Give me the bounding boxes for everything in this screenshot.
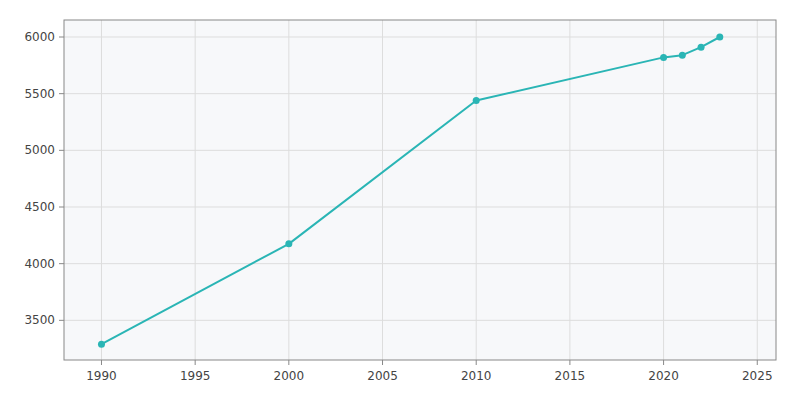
data-point: [698, 44, 705, 51]
tick-mark-y: [59, 263, 64, 264]
tick-mark-y: [59, 37, 64, 38]
grid-line-x: [569, 20, 570, 360]
tick-label-x: 1990: [86, 369, 117, 383]
data-point: [473, 97, 480, 104]
chart-container: 1990 1995 2000 2005 2010 2015 2020 2025 3500 4000…: [0, 0, 800, 400]
tick-mark-y: [59, 320, 64, 321]
tick-label-y: 4500: [24, 200, 55, 214]
grid-line-y: [64, 207, 776, 208]
tick-label-y: 5500: [24, 87, 55, 101]
tick-mark-x: [663, 360, 664, 365]
data-point: [660, 54, 667, 61]
tick-label-x: 1995: [180, 369, 211, 383]
plot-background: [64, 20, 776, 360]
tick-mark-x: [195, 360, 196, 365]
data-point: [98, 341, 105, 348]
grid-line-x: [663, 20, 664, 360]
plot-frame: [64, 20, 776, 360]
tick-mark-y: [59, 207, 64, 208]
chart-svg: 1990 1995 2000 2005 2010 2015 2020 2025 3500 4000…: [0, 0, 800, 400]
tick-mark-x: [288, 360, 289, 365]
grid: [64, 20, 776, 360]
tick-label-x: 2015: [555, 369, 586, 383]
tick-label-y: 4000: [24, 257, 55, 271]
tick-mark-x: [757, 360, 758, 365]
tick-label-x: 2020: [648, 369, 679, 383]
tick-mark-y: [59, 150, 64, 151]
grid-line-x: [476, 20, 477, 360]
tick-label-y: 3500: [24, 313, 55, 327]
tick-label-x: 2010: [461, 369, 492, 383]
grid-line-x: [195, 20, 196, 360]
data-point: [679, 52, 686, 59]
tick-mark-x: [382, 360, 383, 365]
grid-line-x: [101, 20, 102, 360]
tick-mark-x: [476, 360, 477, 365]
data-line: [101, 37, 719, 344]
grid-line-x: [757, 20, 758, 360]
grid-line-x: [288, 20, 289, 360]
grid-line-y: [64, 37, 776, 38]
grid-line-y: [64, 263, 776, 264]
tick-label-y: 5000: [24, 143, 55, 157]
tick-label-x: 2000: [274, 369, 305, 383]
tick-labels: 1990 1995 2000 2005 2010 2015 2020 2025 3500 4000…: [24, 30, 772, 383]
tick-mark-x: [569, 360, 570, 365]
grid-line-y: [64, 150, 776, 151]
grid-line-x: [382, 20, 383, 360]
grid-line-y: [64, 93, 776, 94]
tick-mark-y: [59, 93, 64, 94]
data-point: [716, 34, 723, 41]
tick-label-y: 6000: [24, 30, 55, 44]
data-point: [285, 240, 292, 247]
grid-line-y: [64, 320, 776, 321]
tick-label-x: 2005: [367, 369, 398, 383]
tick-mark-x: [101, 360, 102, 365]
tick-label-x: 2025: [742, 369, 773, 383]
data-layer: [98, 34, 723, 348]
